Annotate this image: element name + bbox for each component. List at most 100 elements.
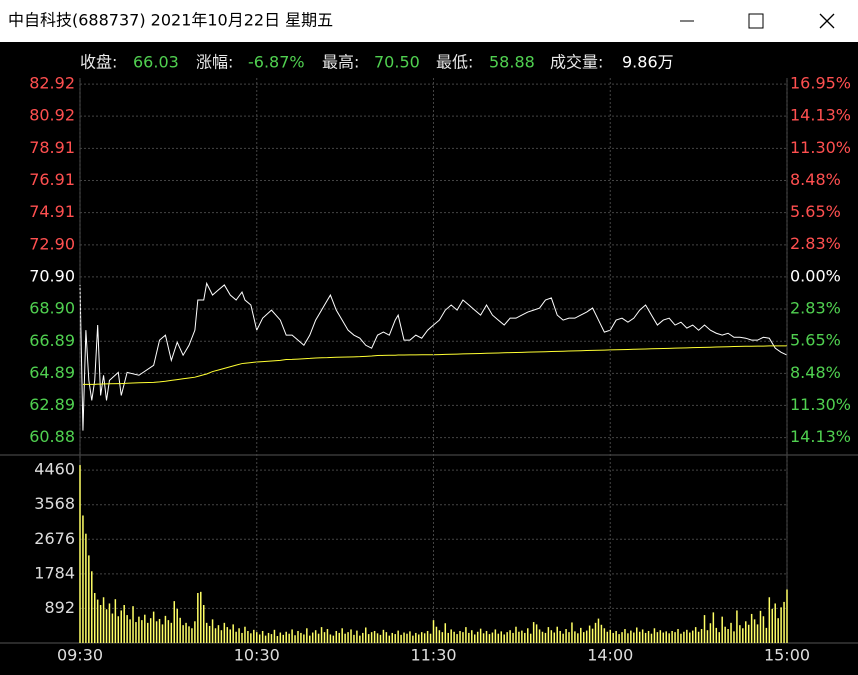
volume-bar [544,632,547,643]
volume-bar [532,622,535,643]
volume-bar [111,613,114,643]
volume-bar [391,632,394,643]
volume-bar [553,632,556,643]
volume-bar [253,629,255,643]
volume-bar [609,629,611,643]
volume-bar [194,621,196,643]
volume-bar [494,629,497,643]
close-button[interactable] [819,13,835,29]
volume-bar [164,615,167,643]
volume-bar [700,629,703,643]
volume-bar [223,622,226,643]
info-value: -6.87% [248,53,305,72]
volume-bar [161,624,164,643]
volume-bar [680,633,682,643]
maximize-button[interactable] [748,13,764,29]
volume-bar [488,634,491,643]
volume-bar [258,634,261,643]
volume-bar [394,634,396,643]
volume-bar [644,632,647,643]
volume-bar [353,634,355,643]
y-tick-label: 1784 [34,563,75,582]
title-bar [0,0,858,42]
y-tick-label: 60.88 [29,427,75,446]
volume-bar [727,629,729,643]
volume-bar [712,612,715,643]
volume-bar [423,633,426,643]
volume-bar [580,627,582,643]
volume-bar [155,621,158,643]
volume-bar [379,634,382,643]
volume-bar [108,603,111,643]
volume-bar [309,635,311,643]
price-line [79,281,788,431]
volume-bar [202,605,205,643]
info-value: 66.03 [133,53,179,72]
volume-bar [438,630,441,643]
volume-bar [479,628,482,643]
volume-bar [585,630,588,643]
volume-bar [618,634,620,643]
info-label: 收盘: [80,53,117,72]
volume-bar [659,630,662,643]
volume-bar [191,628,193,643]
volume-bar [102,597,105,643]
volume-bar [311,632,314,643]
volume-bar [512,632,514,643]
volume-bar [332,635,335,643]
x-tick-label: 11:30 [410,646,456,665]
volume-bar [718,632,720,643]
volume-bar [662,632,665,643]
volume-bar [762,616,765,643]
volume-bar [444,623,447,643]
volume-bar [329,634,332,643]
x-tick-label: 10:30 [234,646,280,665]
y2-tick-label: 5.65% [790,202,841,221]
volume-bar [647,630,650,643]
volume-bar [468,632,470,643]
volume-bar [149,618,152,643]
volume-bar [229,629,231,643]
volume-bar [465,627,467,643]
volume-bar [603,628,606,643]
volume-bar [179,617,181,643]
volume-bar [515,626,517,643]
volume-bar [314,630,317,643]
volume-bar [671,630,673,643]
volume-bar [482,633,485,643]
volume-bar [538,629,541,643]
volume-bar [633,632,635,643]
volume-bar [630,630,632,643]
volume-bar [674,632,676,643]
y-tick-label: 80.92 [29,106,75,125]
volume-bar [217,625,220,643]
volume-bar [588,625,591,643]
volume-bar [756,624,759,643]
volume-bar [412,635,414,643]
volume-bar [152,611,155,643]
y-tick-label: 4460 [34,460,75,479]
volume-bar [462,632,464,643]
y2-tick-label: 2.83% [790,234,841,253]
y-tick-label: 66.89 [29,331,75,350]
volume-bar [459,630,461,643]
volume-bar [435,626,438,643]
volume-bar [158,618,161,643]
volume-bar [141,620,143,643]
volume-bar [376,633,379,643]
volume-bar [665,631,667,643]
volume-bar [568,632,570,643]
volume-bar [326,629,329,643]
volume-bar [750,613,753,643]
volume-bar [241,632,243,643]
volume-bar [397,630,399,643]
volume-bar [400,634,402,643]
volume-bar [294,635,296,643]
volume-bar [279,632,282,643]
volume-bar [426,630,429,643]
x-tick-label: 15:00 [764,646,810,665]
volume-bar [132,606,134,643]
y2-tick-label: 8.48% [790,170,841,189]
volume-bar [506,632,508,643]
